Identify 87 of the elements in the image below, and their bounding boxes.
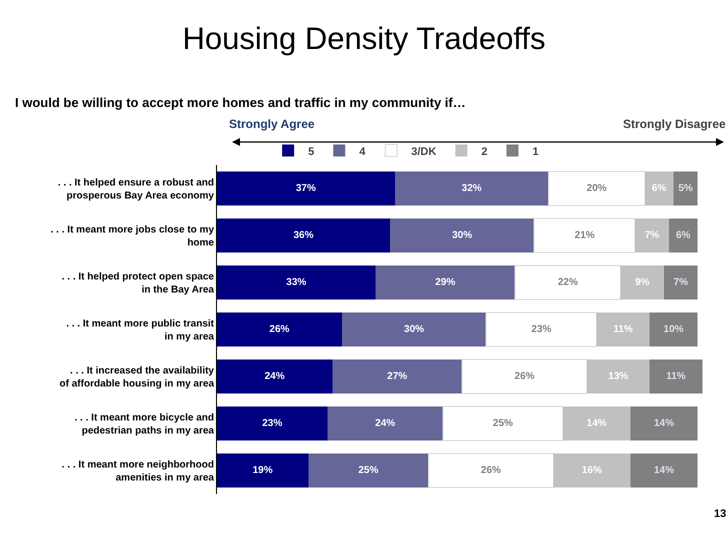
legend-label: 1	[532, 146, 539, 158]
data-label: 20%	[586, 183, 607, 194]
bar	[390, 218, 534, 253]
bar	[587, 359, 650, 394]
data-label: 24%	[375, 418, 396, 429]
data-label: 19%	[252, 465, 273, 476]
data-label: 24%	[264, 371, 285, 382]
data-label: 29%	[435, 277, 456, 288]
bar	[563, 406, 630, 441]
data-label: 36%	[293, 230, 314, 242]
data-label: 30%	[452, 230, 472, 242]
bar	[664, 265, 698, 300]
bar	[462, 358, 588, 394]
data-label: 26%	[514, 371, 535, 382]
chart-title: Housing Density Tradeoffs	[182, 20, 546, 56]
chart-subtitle: I would be willing to accept more homes and traffic in my community if…	[15, 95, 466, 110]
bar	[596, 312, 650, 347]
bar	[308, 453, 428, 488]
y-tick-label: . . . It meant more public transit in my area	[66, 318, 215, 342]
data-label: 9%	[635, 277, 650, 288]
bar	[674, 171, 698, 206]
bar	[217, 218, 390, 253]
bar	[217, 406, 328, 441]
legend-label: 3/DK	[411, 146, 436, 158]
bar	[217, 312, 342, 347]
data-label: 11%	[666, 371, 686, 382]
data-label: 10%	[664, 324, 684, 335]
data-label: 14%	[586, 418, 607, 429]
data-label: 7%	[674, 277, 688, 288]
data-label: 6%	[676, 230, 690, 242]
y-tick-label: . . . It meant more bicycle and pedestrian paths in my area	[74, 412, 214, 436]
data-label: 37%	[296, 183, 316, 194]
legend-label: 2	[481, 146, 488, 158]
bar	[548, 170, 646, 206]
text: Strongly Agree	[229, 117, 315, 131]
bar	[328, 406, 443, 441]
bar	[217, 171, 395, 206]
data-label: 11%	[613, 324, 633, 335]
y-tick-label: . . . It helped ensure a robust and prosperous Bay Area economy	[58, 178, 214, 202]
bar	[534, 218, 636, 254]
bar	[217, 359, 332, 394]
bar	[668, 218, 698, 253]
data-label: 23%	[262, 418, 282, 429]
y-tick-label: . . . It helped protect open space in the Bay Area	[62, 272, 214, 296]
bar	[442, 406, 564, 442]
data-label: 30%	[404, 324, 424, 335]
y-tick-label: . . . It meant more jobs close to my home	[50, 224, 214, 248]
bar	[650, 312, 698, 347]
bar	[644, 171, 674, 206]
data-label: 21%	[574, 230, 595, 242]
bar	[428, 452, 554, 488]
data-label: 7%	[644, 230, 660, 242]
data-label: 13%	[608, 371, 628, 382]
data-label: 26%	[269, 324, 290, 335]
bar	[217, 453, 308, 488]
bar	[342, 312, 486, 347]
data-label: 22%	[558, 277, 578, 288]
data-label: 23%	[531, 324, 552, 335]
bar	[376, 265, 515, 300]
bar	[650, 359, 702, 394]
y-tick-label: . . . It increased the availability of affordable housing in my area	[60, 366, 214, 390]
text: 13	[714, 508, 726, 520]
data-label: 32%	[462, 183, 482, 194]
bar	[332, 359, 462, 394]
bar	[514, 264, 622, 300]
data-label: 16%	[582, 465, 602, 476]
data-label: 27%	[387, 371, 408, 382]
legend-label: 4	[359, 146, 366, 158]
bar	[553, 453, 630, 488]
data-label: 33%	[286, 277, 306, 288]
data-label: 26%	[480, 465, 502, 476]
data-label: 5%	[678, 183, 693, 194]
legend-label: 5	[308, 146, 314, 158]
bar	[217, 265, 376, 300]
bar	[630, 406, 698, 441]
bar	[394, 171, 549, 206]
text: Strongly Disagree	[623, 117, 726, 131]
bar	[630, 453, 698, 488]
y-tick-label: . . . It meant more neighborhood amenities in my area	[62, 460, 214, 484]
bar	[620, 265, 664, 300]
bar	[486, 312, 598, 348]
data-label: 25%	[492, 418, 514, 429]
data-label: 6%	[652, 183, 666, 194]
data-label: 25%	[358, 465, 378, 476]
bar	[635, 218, 669, 253]
data-label: 14%	[654, 465, 674, 476]
data-label: 14%	[654, 418, 674, 429]
